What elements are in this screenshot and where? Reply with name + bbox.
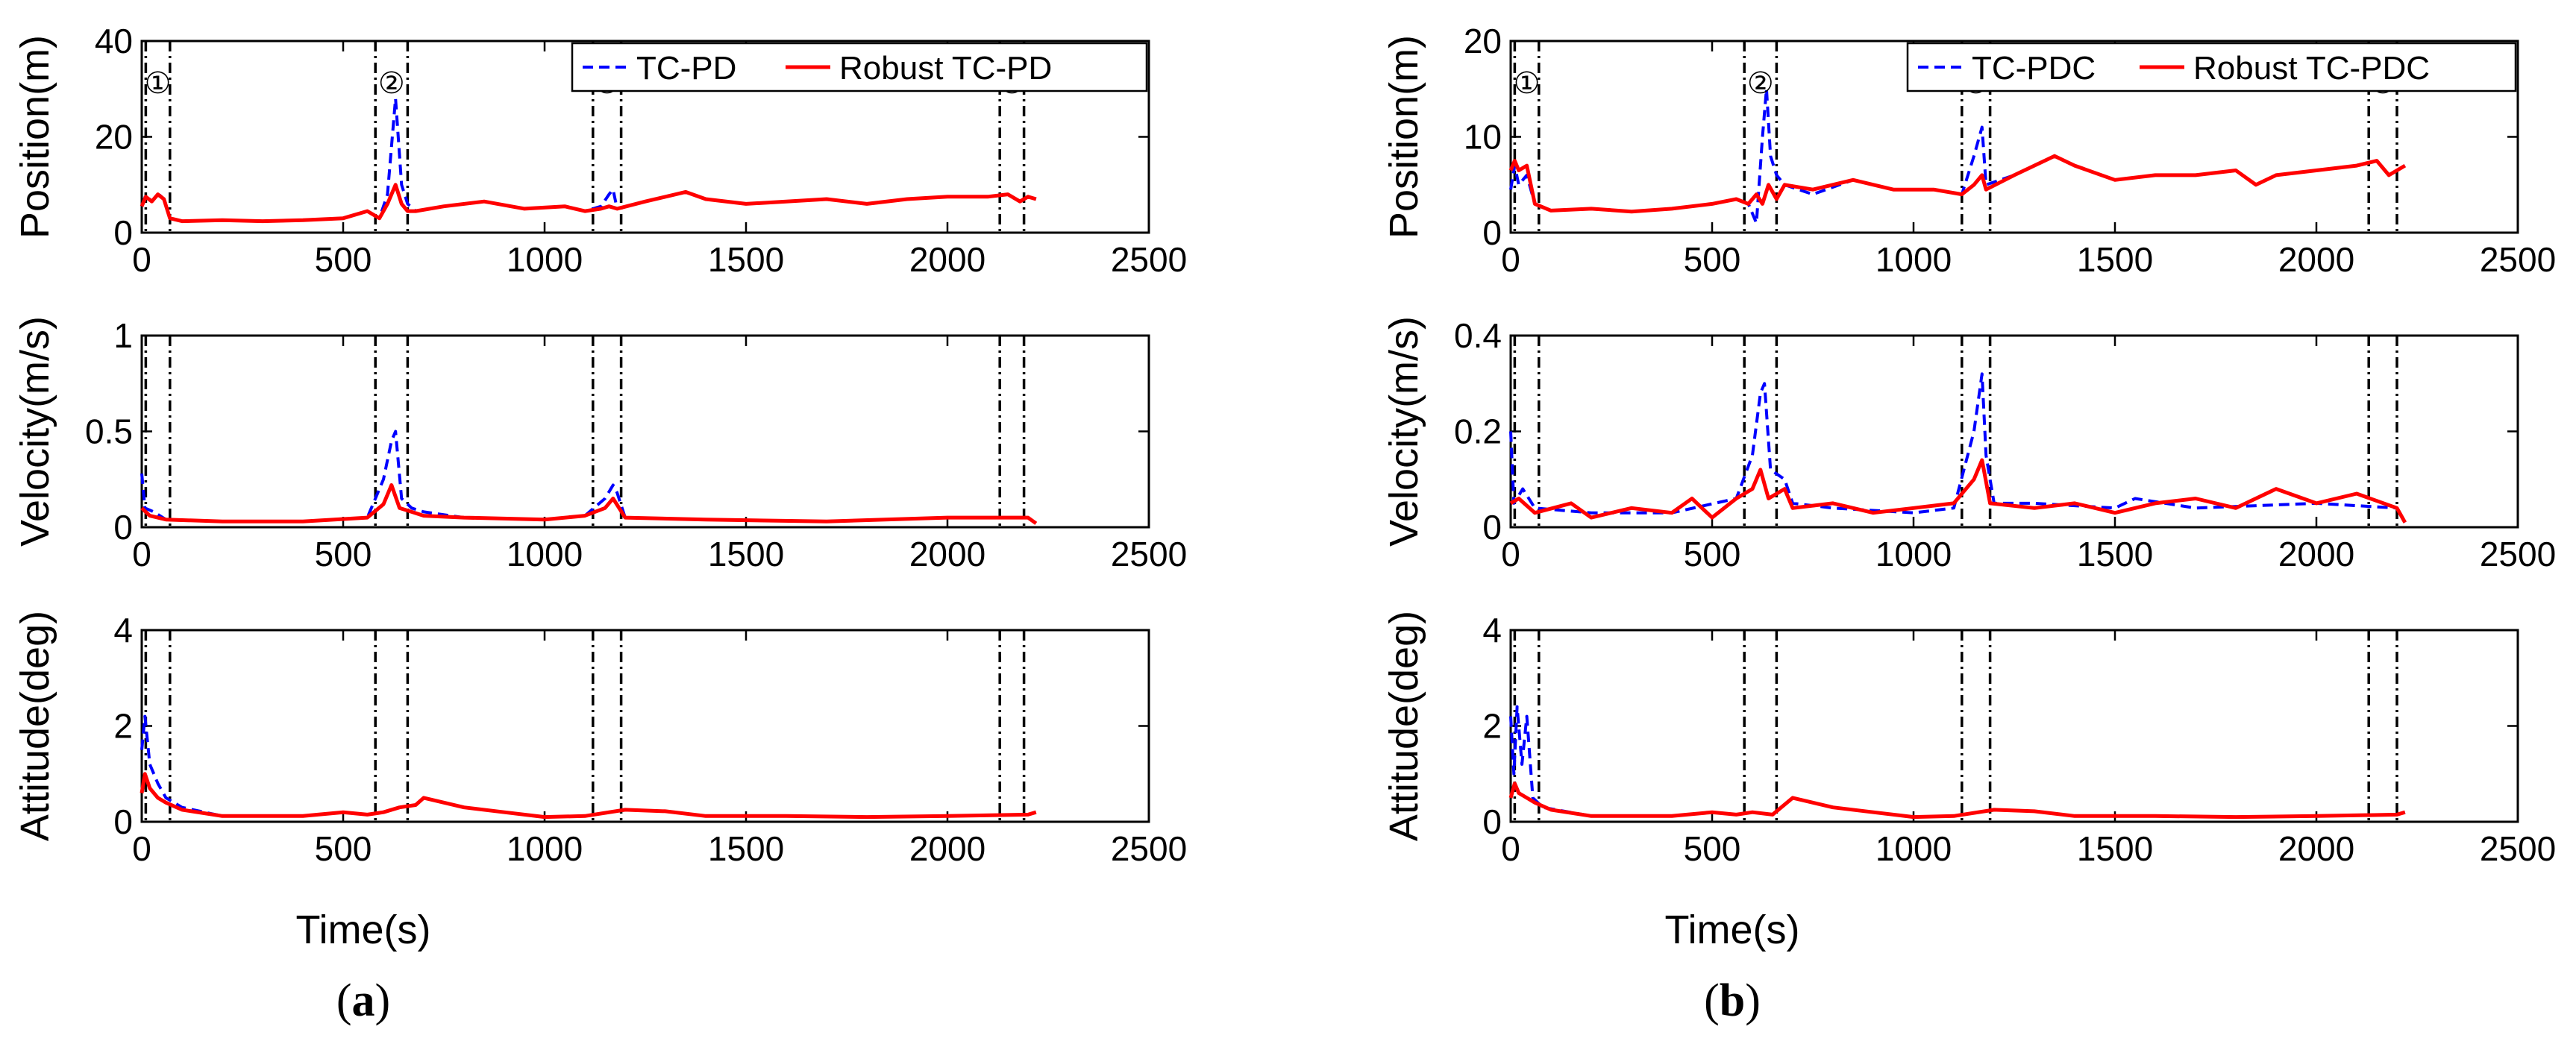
y-tick-label: 0.5: [85, 412, 133, 451]
x-tick-label: 1500: [708, 829, 784, 868]
x-tick-label: 2500: [2480, 535, 2556, 573]
y-tick-label: 2: [113, 707, 133, 746]
series-line-tc: [140, 97, 1037, 223]
x-tick-label: 1000: [1875, 240, 1952, 279]
y-tick-label: 0: [1482, 802, 1502, 841]
fault-marker: ①: [1514, 66, 1541, 101]
x-tick-label: 2500: [1111, 240, 1187, 279]
y-tick-label: 40: [95, 22, 133, 60]
x-tick-label: 1000: [1875, 535, 1952, 573]
x-tick-label: 1000: [507, 829, 583, 868]
legend-label-robust: Robust TC-PDC: [2193, 50, 2430, 87]
x-tick-label: 0: [1501, 535, 1520, 573]
x-tick-label: 0: [132, 829, 151, 868]
x-tick-label: 1000: [1875, 829, 1952, 868]
y-tick-label: 0: [113, 508, 133, 547]
x-tick-label: 500: [1684, 240, 1741, 279]
fault-marker: ②: [378, 66, 405, 101]
x-tick-label: 2500: [2480, 240, 2556, 279]
x-tick-label: 1500: [2077, 535, 2153, 573]
y-axis-label: Position(m): [13, 35, 57, 239]
x-tick-label: 2000: [909, 829, 985, 868]
axes-box: [1509, 629, 2519, 823]
legend-label-tc: TC-PDC: [1972, 50, 2096, 87]
y-tick-label: 10: [1464, 118, 1502, 157]
subfigure-caption: (a): [336, 975, 390, 1026]
y-axis-label: Velocity(m/s): [1382, 316, 1426, 547]
subfigure-caption: (b): [1704, 975, 1761, 1026]
axes-box: [140, 629, 1150, 823]
y-tick-label: 0.4: [1454, 316, 1502, 355]
x-tick-label: 0: [132, 240, 151, 279]
y-tick-label: 0: [113, 213, 133, 252]
x-tick-label: 2000: [2278, 535, 2354, 573]
y-tick-label: 4: [113, 611, 133, 650]
series-line-robust: [1509, 458, 2407, 523]
x-tick-label: 0: [1501, 240, 1520, 279]
series-line-robust: [140, 772, 1037, 820]
y-axis-label: Position(m): [1382, 35, 1426, 239]
caption-letter: a: [352, 975, 375, 1026]
x-tick-label: 2500: [1111, 829, 1187, 868]
y-tick-label: 20: [1464, 22, 1502, 60]
legend-box: [1906, 42, 2517, 92]
series-line-tc: [1509, 87, 2406, 225]
y-tick-label: 0: [1482, 213, 1502, 252]
x-tick-label: 500: [1684, 535, 1741, 573]
y-tick-label: 0: [113, 802, 133, 841]
legend-label-tc: TC-PD: [636, 50, 736, 87]
x-axis-label: Time(s): [1665, 908, 1800, 952]
legend-label-robust: Robust TC-PD: [839, 50, 1052, 87]
x-tick-label: 500: [315, 240, 372, 279]
y-tick-label: 1: [113, 316, 133, 355]
x-tick-label: 1500: [708, 535, 784, 573]
y-axis-label: Attitude(deg): [1382, 611, 1426, 841]
series-line-robust: [140, 483, 1038, 525]
x-tick-label: 500: [315, 535, 372, 573]
x-tick-label: 1500: [2077, 240, 2153, 279]
y-tick-label: 20: [95, 118, 133, 157]
x-tick-label: 1000: [507, 240, 583, 279]
x-tick-label: 0: [132, 535, 151, 573]
series-line-robust: [1508, 154, 2407, 214]
fault-marker: ①: [145, 66, 172, 101]
x-tick-label: 1000: [507, 535, 583, 573]
x-tick-label: 500: [1684, 829, 1741, 868]
x-tick-label: 2000: [2278, 829, 2354, 868]
x-tick-label: 2500: [2480, 829, 2556, 868]
series-line-robust: [1508, 782, 2406, 820]
x-tick-label: 0: [1501, 829, 1520, 868]
x-tick-label: 1500: [2077, 829, 2153, 868]
y-tick-label: 0: [1482, 508, 1502, 547]
x-tick-label: 2000: [2278, 240, 2354, 279]
fault-marker: ②: [1747, 66, 1774, 101]
x-tick-label: 2000: [909, 535, 985, 573]
axes-box: [140, 334, 1150, 529]
caption-prefix: (: [1704, 975, 1720, 1026]
y-tick-label: 2: [1482, 707, 1502, 746]
series-line-tc: [140, 714, 1037, 819]
series-line-tc: [140, 430, 1037, 525]
x-axis-label: Time(s): [296, 908, 431, 952]
x-tick-label: 2000: [909, 240, 985, 279]
caption-letter: b: [1720, 975, 1745, 1026]
legend-box: [571, 42, 1148, 92]
x-tick-label: 500: [315, 829, 372, 868]
caption-prefix: (: [336, 975, 352, 1026]
series-line-tc: [1509, 705, 2406, 819]
y-tick-label: 0.2: [1454, 412, 1502, 451]
y-tick-label: 4: [1482, 611, 1502, 650]
y-axis-label: Velocity(m/s): [13, 316, 57, 547]
x-tick-label: 2500: [1111, 535, 1187, 573]
y-axis-label: Attitude(deg): [13, 611, 57, 841]
series-line-robust: [140, 183, 1037, 224]
x-tick-label: 1500: [708, 240, 784, 279]
caption-suffix: ): [1745, 975, 1761, 1026]
caption-suffix: ): [375, 975, 391, 1026]
